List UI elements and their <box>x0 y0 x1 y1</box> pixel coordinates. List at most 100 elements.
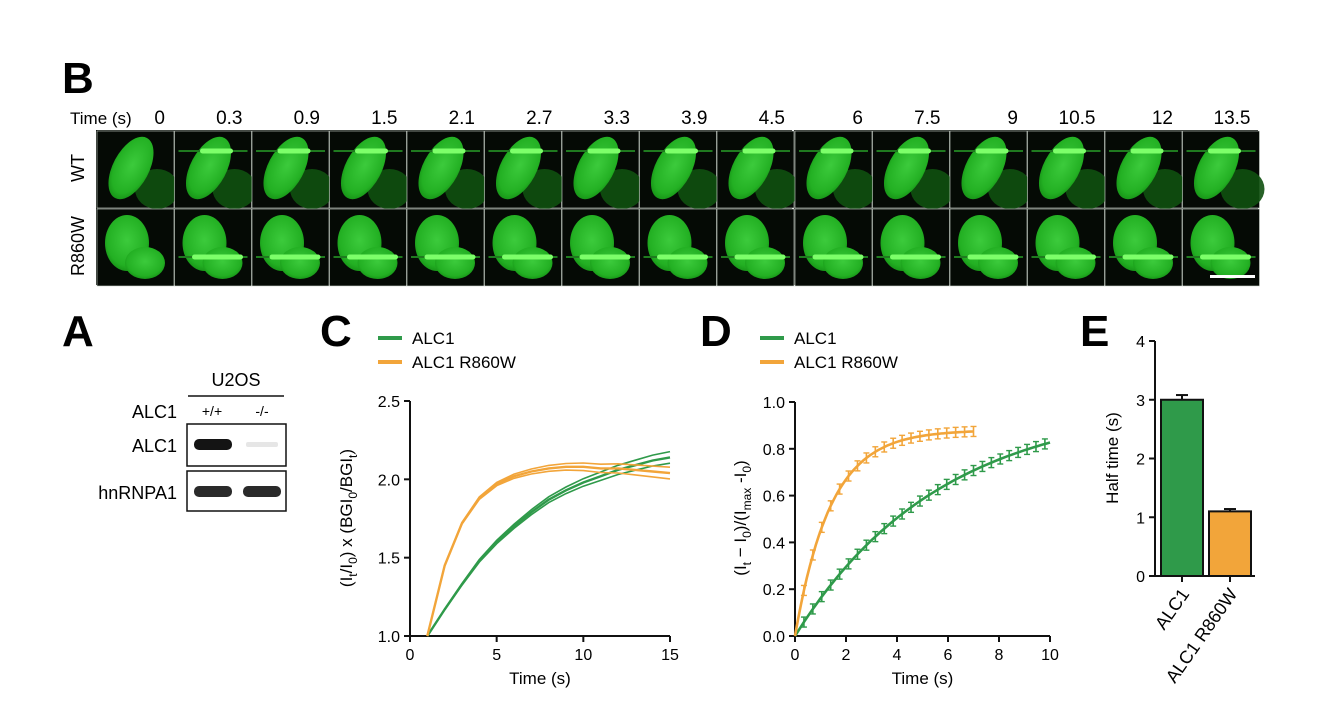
series-line <box>793 441 1051 637</box>
tile-r860w <box>174 208 252 287</box>
cell-line-label: U2OS <box>211 370 260 390</box>
band-label-hnrnpa1: hnRNPA1 <box>98 483 177 503</box>
tile-r860w <box>1027 208 1105 287</box>
time-label: 13.5 <box>1214 108 1251 129</box>
panel-letter-e: E <box>1080 307 1109 356</box>
tile-r860w <box>794 208 873 287</box>
legend-label: ALC1 R860W <box>794 353 898 372</box>
tile-r860w <box>949 208 1028 287</box>
time-label: 4.5 <box>759 108 785 129</box>
scale-bar <box>1210 275 1255 278</box>
time-header-label: Time (s) <box>70 109 132 128</box>
y-tick-label: 2.5 <box>378 394 400 411</box>
y-tick-label: 0.2 <box>763 582 785 599</box>
band-label-alc1: ALC1 <box>132 436 177 456</box>
y-tick-label: 0.0 <box>763 629 785 646</box>
y-tick-label: 1 <box>1136 510 1145 527</box>
time-label: 0 <box>154 108 165 129</box>
tile-r860w <box>872 208 950 287</box>
x-axis-label: Time (s) <box>509 669 571 688</box>
tile-wt <box>1027 130 1110 209</box>
y-axis-label: (It/I0) x (BGI0/BGIt) <box>337 449 360 587</box>
series-upper-band <box>426 462 671 637</box>
x-tick-label: 10 <box>1041 647 1059 664</box>
category-label: ALC1 <box>1151 585 1193 633</box>
tile-wt <box>251 130 334 209</box>
genotype-row-label: ALC1 <box>132 402 177 422</box>
series-upper-band <box>426 450 671 637</box>
time-label: 12 <box>1152 108 1173 129</box>
tile-wt <box>949 130 1032 209</box>
tile-r860w <box>639 208 717 287</box>
series-lower-band <box>426 462 671 637</box>
legend-label: ALC1 <box>794 329 837 348</box>
band-alc1-ko <box>246 442 278 447</box>
y-tick-label: 0.6 <box>763 489 785 506</box>
tile-r860w <box>1182 208 1260 287</box>
time-label: 0.3 <box>216 108 242 129</box>
x-tick-label: 10 <box>574 647 592 664</box>
y-tick-label: 1.5 <box>378 551 400 568</box>
time-labels: 0 0.3 0.9 1.5 2.1 2.7 3.3 3.9 4.5 6 7.5 9 10.5 12 13.5 <box>154 108 1250 129</box>
x-tick-label: 0 <box>791 647 800 664</box>
panel-letter-c: C <box>320 307 352 356</box>
series-line <box>426 456 671 637</box>
legend-label: ALC1 <box>412 329 455 348</box>
tile-wt <box>174 130 257 209</box>
legend-label: ALC1 R860W <box>412 353 516 372</box>
tile-r860w <box>96 208 175 287</box>
y-tick-label: 1.0 <box>763 395 785 412</box>
panel-b-microscopy: Time (s) 0 0.3 0.9 1.5 2.1 2.7 3.3 3.9 4.5 6 7.5 9 1… <box>68 108 1265 287</box>
tile-wt <box>639 130 722 209</box>
panel-a-western-blot: U2OS ALC1 +/+ -/- ALC1 hnRNPA1 <box>98 370 287 512</box>
x-tick-label: 5 <box>492 647 501 664</box>
tile-wt <box>96 130 179 209</box>
time-label: 6 <box>852 108 863 129</box>
tile-r860w <box>251 208 330 287</box>
time-label: 9 <box>1007 108 1018 129</box>
time-label: 10.5 <box>1059 108 1096 129</box>
series-lower-band <box>426 469 671 637</box>
band-hnrnpa1-wt <box>194 486 232 497</box>
time-label: 3.9 <box>681 108 707 129</box>
y-axis-label: Half time (s) <box>1103 412 1122 504</box>
y-tick-label: 2.0 <box>378 472 400 489</box>
tile-wt <box>872 130 955 209</box>
x-tick-label: 2 <box>842 647 851 664</box>
chart-c: 0 5 10 15 1.0 1.5 2.0 2.5 Time (s) (It/I0) x (BGI… <box>337 329 679 688</box>
y-tick-label: 3 <box>1136 393 1145 410</box>
tile-wt <box>716 130 799 209</box>
image-tiles <box>96 130 1265 287</box>
time-label: 3.3 <box>604 108 630 129</box>
y-axis-label: (It − I0)/(Imax -I0) <box>731 460 754 575</box>
row-label-wt: WT <box>68 154 88 182</box>
panel-letter-d: D <box>700 307 732 356</box>
tile-wt <box>1104 130 1187 209</box>
band-alc1-wt <box>194 439 232 450</box>
tile-wt <box>1182 130 1265 209</box>
y-tick-label: 0.8 <box>763 442 785 459</box>
x-tick-label: 0 <box>406 647 415 664</box>
genotype-wt: +/+ <box>202 403 222 419</box>
tile-wt <box>329 130 412 209</box>
row-label-r860w: R860W <box>68 216 88 276</box>
panel-letter-b: B <box>62 54 94 103</box>
x-tick-label: 6 <box>944 647 953 664</box>
time-label: 1.5 <box>371 108 397 129</box>
y-tick-label: 4 <box>1136 334 1145 351</box>
tile-wt <box>406 130 489 209</box>
time-label: 2.1 <box>449 108 475 129</box>
y-tick-label: 0 <box>1136 569 1145 586</box>
y-tick-label: 1.0 <box>378 629 400 646</box>
x-tick-label: 4 <box>893 647 902 664</box>
bar <box>1208 510 1252 577</box>
time-label: 7.5 <box>914 108 940 129</box>
band-hnrnpa1-ko <box>243 486 281 497</box>
series-line <box>426 465 671 637</box>
time-label: 2.7 <box>526 108 552 129</box>
tile-wt <box>484 130 567 209</box>
time-label: 0.9 <box>294 108 320 129</box>
x-tick-label: 15 <box>661 647 679 664</box>
